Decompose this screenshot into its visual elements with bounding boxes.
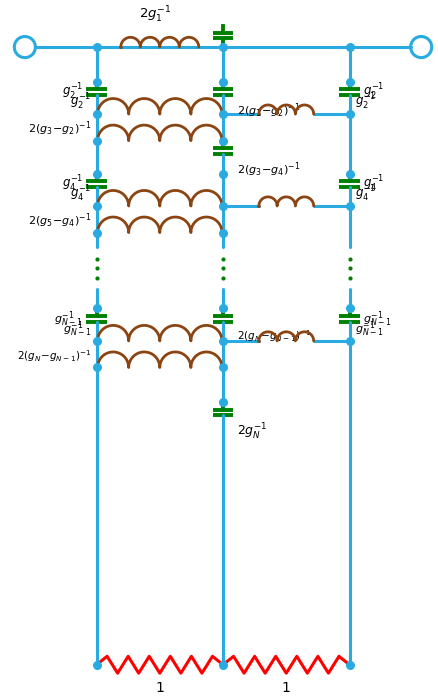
Text: $g_2^{-1}$: $g_2^{-1}$: [355, 92, 376, 112]
Text: $2g_1^{-1}$: $2g_1^{-1}$: [139, 5, 172, 25]
Text: $2(g_3\!-\!g_4)^{-1}$: $2(g_3\!-\!g_4)^{-1}$: [237, 160, 300, 178]
Text: $g_{N-1}^{-1}$: $g_{N-1}^{-1}$: [363, 309, 392, 328]
Text: $g_{N-1}^{-1}$: $g_{N-1}^{-1}$: [355, 319, 383, 339]
Text: $g_{N-1}^{-1}$: $g_{N-1}^{-1}$: [63, 319, 92, 339]
Text: $2(g_3\!-\!g_2)^{-1}$: $2(g_3\!-\!g_2)^{-1}$: [28, 120, 92, 138]
Text: 1: 1: [282, 681, 291, 695]
Text: $g_2^{-1}$: $g_2^{-1}$: [62, 82, 83, 102]
Text: $2(g_5\!-\!g_4)^{-1}$: $2(g_5\!-\!g_4)^{-1}$: [28, 211, 92, 230]
Text: $g_4^{-1}$: $g_4^{-1}$: [355, 184, 376, 204]
Text: $2(g_N\!-\!g_{N-1})^{-1}$: $2(g_N\!-\!g_{N-1})^{-1}$: [17, 348, 92, 364]
Text: $2(g_1\!-\!g_2)^{-1}$: $2(g_1\!-\!g_2)^{-1}$: [237, 101, 300, 120]
Text: $g_2^{-1}$: $g_2^{-1}$: [70, 92, 92, 112]
Text: $g_4^{-1}$: $g_4^{-1}$: [70, 184, 92, 204]
Text: $g_4^{-1}$: $g_4^{-1}$: [62, 174, 83, 194]
Text: $g_4^{-1}$: $g_4^{-1}$: [363, 174, 385, 194]
Text: $2(g_N\!-\!g_{N-1})^{-1}$: $2(g_N\!-\!g_{N-1})^{-1}$: [237, 328, 311, 344]
Text: $g_2^{-1}$: $g_2^{-1}$: [363, 82, 385, 102]
Text: $2g_N^{-1}$: $2g_N^{-1}$: [237, 422, 267, 442]
Text: 1: 1: [155, 681, 164, 695]
Text: $g_{N-1}^{-1}$: $g_{N-1}^{-1}$: [54, 309, 83, 328]
